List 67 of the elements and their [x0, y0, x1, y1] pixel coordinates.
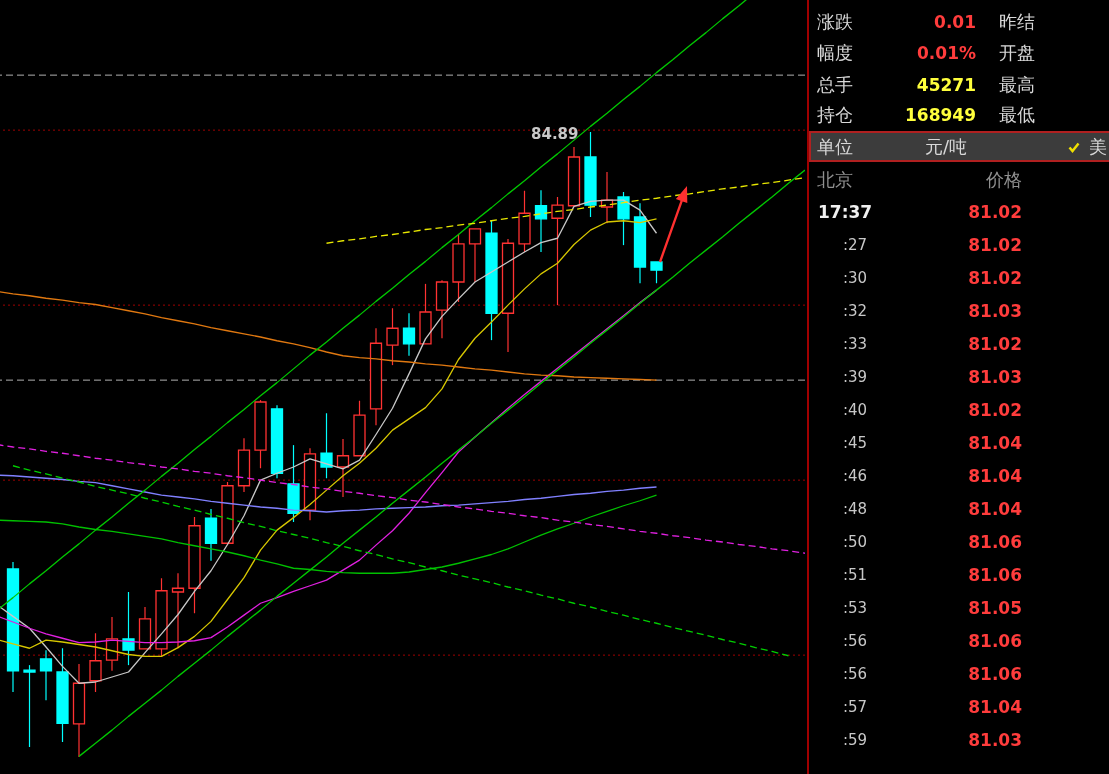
data-label: 81.03	[968, 300, 1022, 323]
category-label: :27	[843, 235, 868, 256]
candlestick	[617, 191, 630, 246]
candlestick	[39, 649, 53, 701]
data-label: 81.02	[968, 234, 1022, 257]
text: 昨结	[999, 10, 1035, 34]
category-label: :45	[843, 433, 868, 454]
text: 总手	[817, 73, 853, 97]
category-label: 17:37	[818, 201, 873, 224]
category-label: :56	[843, 631, 868, 652]
data-label: 81.04	[968, 465, 1022, 488]
category-label: :33	[843, 334, 868, 355]
data-label: 81.06	[968, 663, 1022, 686]
candlestick	[402, 312, 416, 357]
candlestick	[23, 664, 36, 748]
category-label: :56	[843, 664, 868, 685]
candlestick	[171, 572, 185, 649]
candlestick	[386, 307, 399, 366]
category-label: :48	[843, 499, 868, 520]
candlestick	[534, 189, 548, 253]
text: 涨跌	[817, 10, 853, 34]
text: 最高	[999, 73, 1035, 97]
data-label: 81.03	[968, 729, 1022, 752]
text: 168949	[905, 104, 976, 127]
text: 价格	[986, 168, 1022, 192]
candlestick	[468, 228, 482, 283]
data-label: 81.06	[968, 630, 1022, 653]
candlestick	[551, 196, 564, 306]
category-label: :59	[843, 730, 868, 751]
category-label: :57	[843, 697, 868, 718]
data-label: 81.03	[968, 366, 1022, 389]
data-label: 81.02	[968, 333, 1022, 356]
text: 45271	[916, 74, 976, 97]
candlestick	[336, 438, 350, 498]
text: 0.01	[934, 11, 976, 34]
data-label: 81.04	[968, 498, 1022, 521]
category-label: :32	[843, 301, 868, 322]
candlestick	[650, 261, 663, 284]
candlestick	[122, 591, 135, 666]
category-label: :46	[843, 466, 868, 487]
text: 幅度	[817, 41, 853, 65]
text: 持仓	[817, 103, 853, 127]
data-label: 81.02	[968, 267, 1022, 290]
data-label: 81.06	[968, 531, 1022, 554]
data-label: 81.05	[968, 597, 1022, 620]
category-label: :51	[843, 565, 868, 586]
text: 元/吨	[925, 135, 968, 159]
category-label: :39	[843, 367, 868, 388]
category-label: :40	[843, 400, 868, 421]
annotation: 84.89	[531, 125, 579, 143]
category-label: :50	[843, 532, 868, 553]
category-label: :53	[843, 598, 868, 619]
candlestick	[105, 616, 119, 672]
text: 最低	[999, 103, 1035, 127]
data-label: 81.04	[968, 696, 1022, 719]
data-label: 81.04	[968, 432, 1022, 455]
text: 开盘	[999, 41, 1035, 65]
text: 0.01%	[917, 42, 976, 65]
text: 单位	[817, 135, 853, 159]
data-label: 81.06	[968, 564, 1022, 587]
category-label: :30	[843, 268, 868, 289]
data-label: 81.02	[968, 399, 1022, 422]
data-label: 81.02	[968, 201, 1022, 224]
text: 北京	[817, 168, 853, 192]
candlestick	[320, 412, 333, 479]
text: 美	[1089, 135, 1107, 159]
candlestick	[89, 632, 102, 693]
